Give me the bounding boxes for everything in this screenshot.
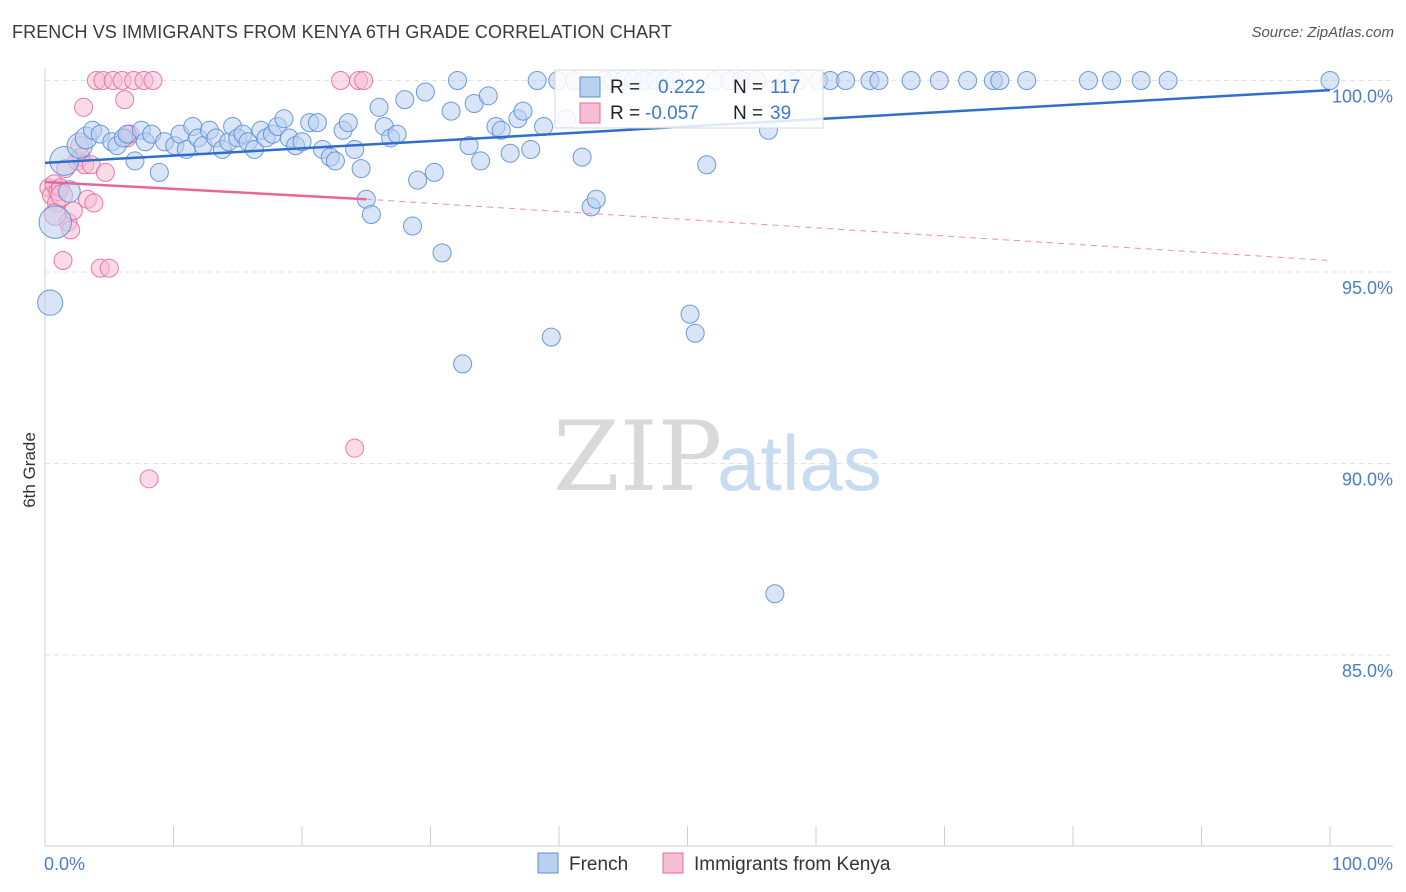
y-tick-labels: 100.0% 95.0% 90.0% 85.0% bbox=[1332, 87, 1393, 682]
x-tick-label-0: 0.0% bbox=[44, 854, 85, 874]
french-point-76 bbox=[534, 116, 554, 136]
y-tick-label-3: 85.0% bbox=[1342, 661, 1393, 681]
french-point-70 bbox=[491, 120, 511, 140]
french-point-48 bbox=[345, 139, 365, 159]
kenya-trend-line bbox=[44, 180, 367, 201]
kenya-point-22 bbox=[95, 162, 115, 182]
french-point-57 bbox=[403, 216, 423, 236]
french-point-77 bbox=[541, 327, 561, 347]
french-point-117 bbox=[1158, 71, 1178, 90]
stats-swatch-kenya bbox=[579, 102, 601, 124]
french-point-108 bbox=[901, 71, 921, 90]
french-point-118 bbox=[1320, 71, 1340, 90]
source-label: Source: ZipAtlas.com bbox=[1251, 24, 1394, 41]
french-point-64 bbox=[453, 354, 473, 374]
x-tick-label-1: 100.0% bbox=[1332, 854, 1393, 874]
kenya-point-26 bbox=[115, 90, 135, 110]
legend-label-kenya: Immigrants from Kenya bbox=[694, 854, 891, 875]
french-point-59 bbox=[415, 82, 435, 102]
bottom-legend: French Immigrants from Kenya bbox=[537, 852, 891, 875]
french-point-52 bbox=[369, 97, 389, 117]
french-point-81 bbox=[572, 147, 592, 167]
french-point-94 bbox=[697, 155, 717, 175]
french-point-55 bbox=[387, 124, 407, 144]
french-point-58 bbox=[408, 170, 428, 190]
french-point-16 bbox=[149, 162, 169, 182]
french-point-56 bbox=[395, 90, 415, 110]
french-point-83 bbox=[586, 189, 606, 209]
kenya-trend-line-dashed bbox=[366, 198, 1331, 262]
french-point-3 bbox=[58, 180, 81, 203]
french-point-12 bbox=[125, 151, 145, 171]
french-point-71 bbox=[500, 143, 520, 163]
french-point-107 bbox=[869, 71, 889, 90]
french-point-115 bbox=[1102, 71, 1122, 90]
french-point-114 bbox=[1078, 71, 1098, 90]
x-tick-labels: 0.0% 100.0% bbox=[44, 854, 1393, 874]
french-point-60 bbox=[424, 162, 444, 182]
french-point-105 bbox=[836, 71, 856, 90]
french-point-110 bbox=[958, 71, 978, 90]
french-point-62 bbox=[441, 101, 461, 121]
stats-r-value-kenya: -0.057 bbox=[645, 103, 699, 124]
french-point-63 bbox=[447, 71, 467, 90]
french-point-49 bbox=[351, 159, 371, 179]
kenya-point-31 bbox=[139, 469, 159, 489]
chart-title: FRENCH VS IMMIGRANTS FROM KENYA 6TH GRAD… bbox=[12, 22, 672, 42]
kenya-point-32 bbox=[143, 71, 163, 90]
french-point-37 bbox=[274, 109, 294, 129]
grid-lines bbox=[45, 80, 1393, 656]
kenya-point-18 bbox=[84, 193, 104, 213]
french-point-74 bbox=[521, 139, 541, 159]
french-point-65 bbox=[459, 136, 479, 156]
french-point-45 bbox=[325, 151, 345, 171]
french-point-116 bbox=[1131, 71, 1151, 90]
y-axis-label: 6th Grade bbox=[20, 432, 39, 508]
french-point-109 bbox=[929, 71, 949, 90]
french-points bbox=[37, 71, 1340, 604]
kenya-point-36 bbox=[354, 71, 374, 90]
legend-swatch-french bbox=[537, 852, 559, 874]
stats-r-value-french: 0.222 bbox=[658, 77, 706, 98]
watermark: ZIP atlas bbox=[553, 401, 882, 513]
french-point-61 bbox=[432, 243, 452, 263]
kenya-point-33 bbox=[331, 71, 351, 90]
french-point-0 bbox=[37, 289, 64, 316]
french-point-93 bbox=[685, 323, 705, 343]
french-point-40 bbox=[292, 132, 312, 152]
french-point-75 bbox=[527, 71, 547, 90]
y-tick-label-0: 100.0% bbox=[1332, 87, 1393, 107]
french-point-73 bbox=[513, 101, 533, 121]
kenya-point-6 bbox=[53, 251, 73, 271]
watermark-atlas: atlas bbox=[717, 419, 882, 507]
stats-r-label-kenya: R = bbox=[610, 103, 640, 124]
y-tick-label-1: 95.0% bbox=[1342, 278, 1393, 298]
watermark-zip: ZIP bbox=[553, 401, 722, 513]
stats-legend: R = 0.222 N = 117 R = -0.057 N = 39 bbox=[554, 69, 824, 129]
stats-r-label-french: R = bbox=[610, 77, 640, 98]
french-point-112 bbox=[990, 71, 1010, 90]
y-tick-label-2: 90.0% bbox=[1342, 470, 1393, 490]
french-point-1 bbox=[38, 205, 72, 239]
stats-n-value-french: 117 bbox=[770, 77, 800, 98]
stats-n-label-french: N = bbox=[733, 77, 763, 98]
stats-n-label-kenya: N = bbox=[733, 103, 763, 124]
french-point-51 bbox=[361, 205, 381, 225]
legend-label-french: French bbox=[569, 854, 628, 875]
french-point-68 bbox=[478, 86, 498, 106]
french-point-47 bbox=[338, 113, 358, 133]
french-point-100 bbox=[765, 584, 785, 604]
stats-n-value-kenya: 39 bbox=[770, 103, 791, 124]
kenya-point-34 bbox=[345, 438, 365, 458]
french-point-67 bbox=[471, 151, 491, 171]
french-point-92 bbox=[680, 304, 700, 324]
kenya-point-14 bbox=[74, 97, 94, 117]
french-point-113 bbox=[1017, 71, 1037, 90]
stats-swatch-french bbox=[579, 76, 601, 98]
legend-swatch-kenya bbox=[662, 852, 684, 874]
french-point-42 bbox=[307, 113, 327, 133]
kenya-point-23 bbox=[99, 258, 119, 278]
